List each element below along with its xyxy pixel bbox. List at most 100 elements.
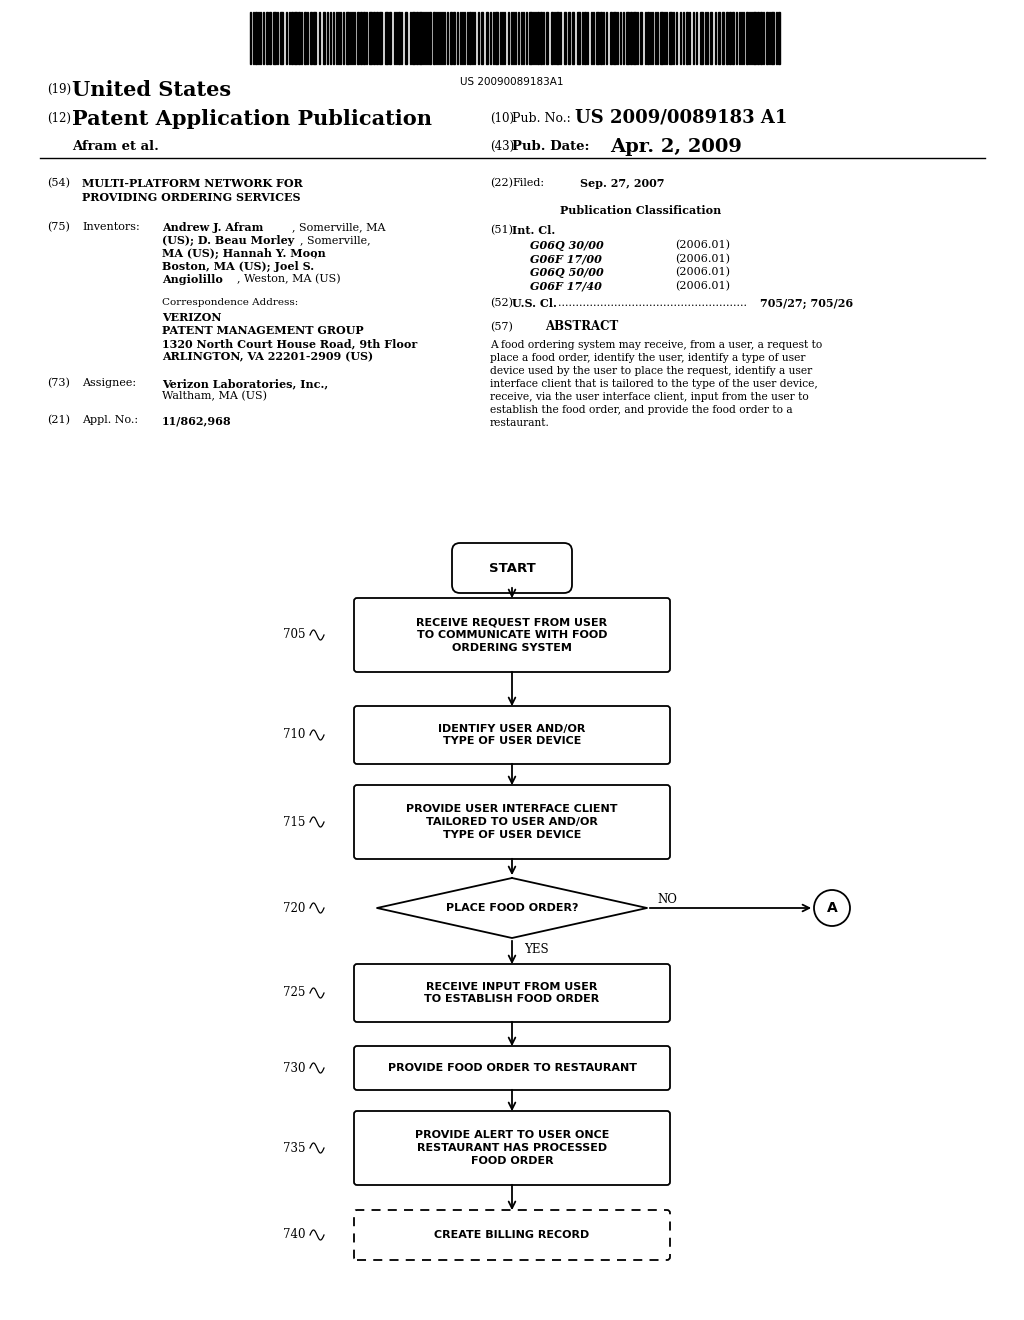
Text: VERIZON: VERIZON (162, 312, 221, 323)
Text: G06Q 30/00: G06Q 30/00 (530, 240, 604, 251)
Text: A: A (826, 902, 838, 915)
Bar (551, 12, 553, 63)
Text: US 20090089183A1: US 20090089183A1 (460, 77, 564, 87)
Text: 720: 720 (283, 902, 305, 915)
Text: (57): (57) (490, 322, 513, 333)
Bar (660, 12, 663, 63)
Text: ,: , (314, 248, 317, 257)
Text: PROVIDE FOOD ORDER TO RESTAURANT: PROVIDE FOOD ORDER TO RESTAURANT (387, 1063, 637, 1073)
Bar (398, 12, 400, 63)
Bar (310, 12, 312, 63)
Bar (362, 12, 365, 63)
Bar (389, 12, 391, 63)
Text: (52): (52) (490, 298, 513, 309)
Text: (51): (51) (490, 224, 513, 235)
Bar (313, 12, 316, 63)
Text: place a food order, identify the user, identify a type of user: place a food order, identify the user, i… (490, 352, 806, 363)
Bar (298, 12, 300, 63)
Text: PROVIDE USER INTERFACE CLIENT
TAILORED TO USER AND/OR
TYPE OF USER DEVICE: PROVIDE USER INTERFACE CLIENT TAILORED T… (407, 804, 617, 840)
Text: NO: NO (657, 894, 677, 906)
Bar (746, 12, 748, 63)
Text: START: START (488, 561, 536, 574)
Bar (379, 12, 382, 63)
Bar (556, 12, 559, 63)
FancyBboxPatch shape (354, 706, 670, 764)
Text: ARLINGTON, VA 22201-2909 (US): ARLINGTON, VA 22201-2909 (US) (162, 351, 373, 362)
Bar (700, 12, 703, 63)
Bar (450, 12, 452, 63)
Bar (766, 12, 768, 63)
Bar (564, 12, 566, 63)
Text: Verizon Laboratories, Inc.,: Verizon Laboratories, Inc., (162, 378, 329, 389)
Text: G06F 17/00: G06F 17/00 (530, 253, 602, 264)
Text: Inventors:: Inventors: (82, 222, 139, 232)
Bar (633, 12, 636, 63)
Bar (760, 12, 762, 63)
Bar (596, 12, 599, 63)
Bar (280, 12, 283, 63)
Text: Patent Application Publication: Patent Application Publication (72, 110, 432, 129)
FancyBboxPatch shape (354, 1045, 670, 1090)
Text: Boston, MA (US); Joel S.: Boston, MA (US); Joel S. (162, 261, 314, 272)
Text: Assignee:: Assignee: (82, 378, 136, 388)
Text: Angiolillo: Angiolillo (162, 275, 223, 285)
Text: (21): (21) (47, 414, 70, 425)
Bar (385, 12, 388, 63)
Bar (537, 12, 539, 63)
Bar (376, 12, 378, 63)
Text: 1320 North Court House Road, 9th Floor: 1320 North Court House Road, 9th Floor (162, 338, 417, 348)
Text: MA (US); Hannah Y. Moon: MA (US); Hannah Y. Moon (162, 248, 326, 259)
Text: device used by the user to place the request, identify a user: device used by the user to place the req… (490, 366, 812, 376)
Bar (710, 12, 712, 63)
Bar (406, 12, 407, 63)
Bar (722, 12, 724, 63)
Text: 11/862,968: 11/862,968 (162, 414, 231, 426)
Text: RECEIVE INPUT FROM USER
TO ESTABLISH FOOD ORDER: RECEIVE INPUT FROM USER TO ESTABLISH FOO… (424, 982, 600, 1005)
Bar (610, 12, 612, 63)
Bar (255, 12, 257, 63)
Bar (304, 12, 306, 63)
Text: Publication Classification: Publication Classification (560, 205, 721, 216)
Bar (346, 12, 349, 63)
Bar (453, 12, 455, 63)
Bar (630, 12, 632, 63)
Bar (294, 12, 297, 63)
Text: YES: YES (524, 942, 549, 956)
Text: RECEIVE REQUEST FROM USER
TO COMMUNICATE WITH FOOD
ORDERING SYSTEM: RECEIVE REQUEST FROM USER TO COMMUNICATE… (417, 618, 607, 653)
Bar (416, 12, 418, 63)
Bar (568, 12, 570, 63)
Bar (600, 12, 602, 63)
Bar (495, 12, 498, 63)
Text: 715: 715 (283, 816, 305, 829)
Bar (357, 12, 359, 63)
Text: PROVIDE ALERT TO USER ONCE
RESTAURANT HAS PROCESSED
FOOD ORDER: PROVIDE ALERT TO USER ONCE RESTAURANT HA… (415, 1130, 609, 1166)
Text: 725: 725 (283, 986, 305, 999)
Bar (732, 12, 734, 63)
Text: interface client that is tailored to the type of the user device,: interface client that is tailored to the… (490, 379, 818, 389)
Text: United States: United States (72, 81, 231, 100)
Text: (2006.01): (2006.01) (675, 253, 730, 264)
Text: (12): (12) (47, 112, 71, 125)
Text: (US); D. Beau Morley: (US); D. Beau Morley (162, 235, 294, 246)
Text: Afram et al.: Afram et al. (72, 140, 159, 153)
Bar (584, 12, 586, 63)
Text: Sep. 27, 2007: Sep. 27, 2007 (580, 178, 665, 189)
Bar (433, 12, 435, 63)
Bar (729, 12, 731, 63)
Text: establish the food order, and provide the food order to a: establish the food order, and provide th… (490, 405, 793, 414)
Text: PATENT MANAGEMENT GROUP: PATENT MANAGEMENT GROUP (162, 325, 364, 337)
Text: (2006.01): (2006.01) (675, 240, 730, 251)
Bar (778, 12, 780, 63)
Text: (10): (10) (490, 112, 514, 125)
Text: Int. Cl.: Int. Cl. (512, 224, 555, 236)
FancyBboxPatch shape (354, 1111, 670, 1185)
Text: (2006.01): (2006.01) (675, 267, 730, 277)
Bar (640, 12, 642, 63)
Text: , Somerville,: , Somerville, (300, 235, 371, 246)
Bar (323, 12, 325, 63)
Text: Appl. No.:: Appl. No.: (82, 414, 138, 425)
Bar (373, 12, 375, 63)
Text: MULTI-PLATFORM NETWORK FOR: MULTI-PLATFORM NETWORK FOR (82, 178, 303, 189)
Bar (291, 12, 293, 63)
Text: (75): (75) (47, 222, 70, 232)
